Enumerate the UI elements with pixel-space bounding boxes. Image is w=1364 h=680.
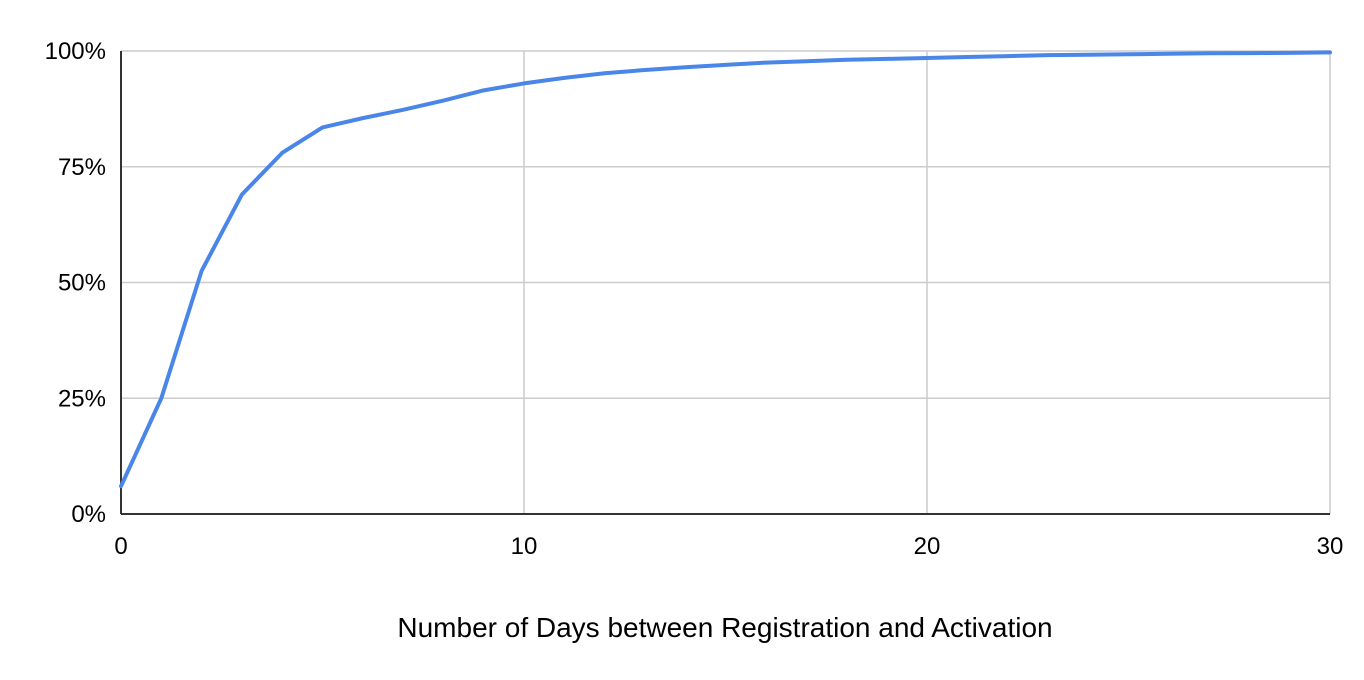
plot-area (119, 50, 1332, 489)
y-axis-tick-labels: 0% 25% 50% 75% 100% (45, 38, 106, 528)
y-tick-label: 25% (58, 385, 106, 412)
x-tick-label: 30 (1317, 533, 1344, 560)
y-tick-label: 100% (45, 38, 106, 65)
y-tick-label: 75% (58, 154, 106, 181)
x-tick-label: 10 (511, 533, 538, 560)
x-tick-label: 20 (914, 533, 941, 560)
y-tick-label: 50% (58, 270, 106, 297)
x-axis-tick-labels: 0 10 20 30 (114, 533, 1343, 560)
axes (120, 51, 1330, 515)
grid-lines (121, 50, 1331, 514)
x-axis-title: Number of Days between Registration and … (397, 612, 1052, 643)
series-line-0 (119, 50, 1332, 489)
y-tick-label: 0% (71, 501, 106, 528)
x-tick-label: 0 (114, 533, 127, 560)
